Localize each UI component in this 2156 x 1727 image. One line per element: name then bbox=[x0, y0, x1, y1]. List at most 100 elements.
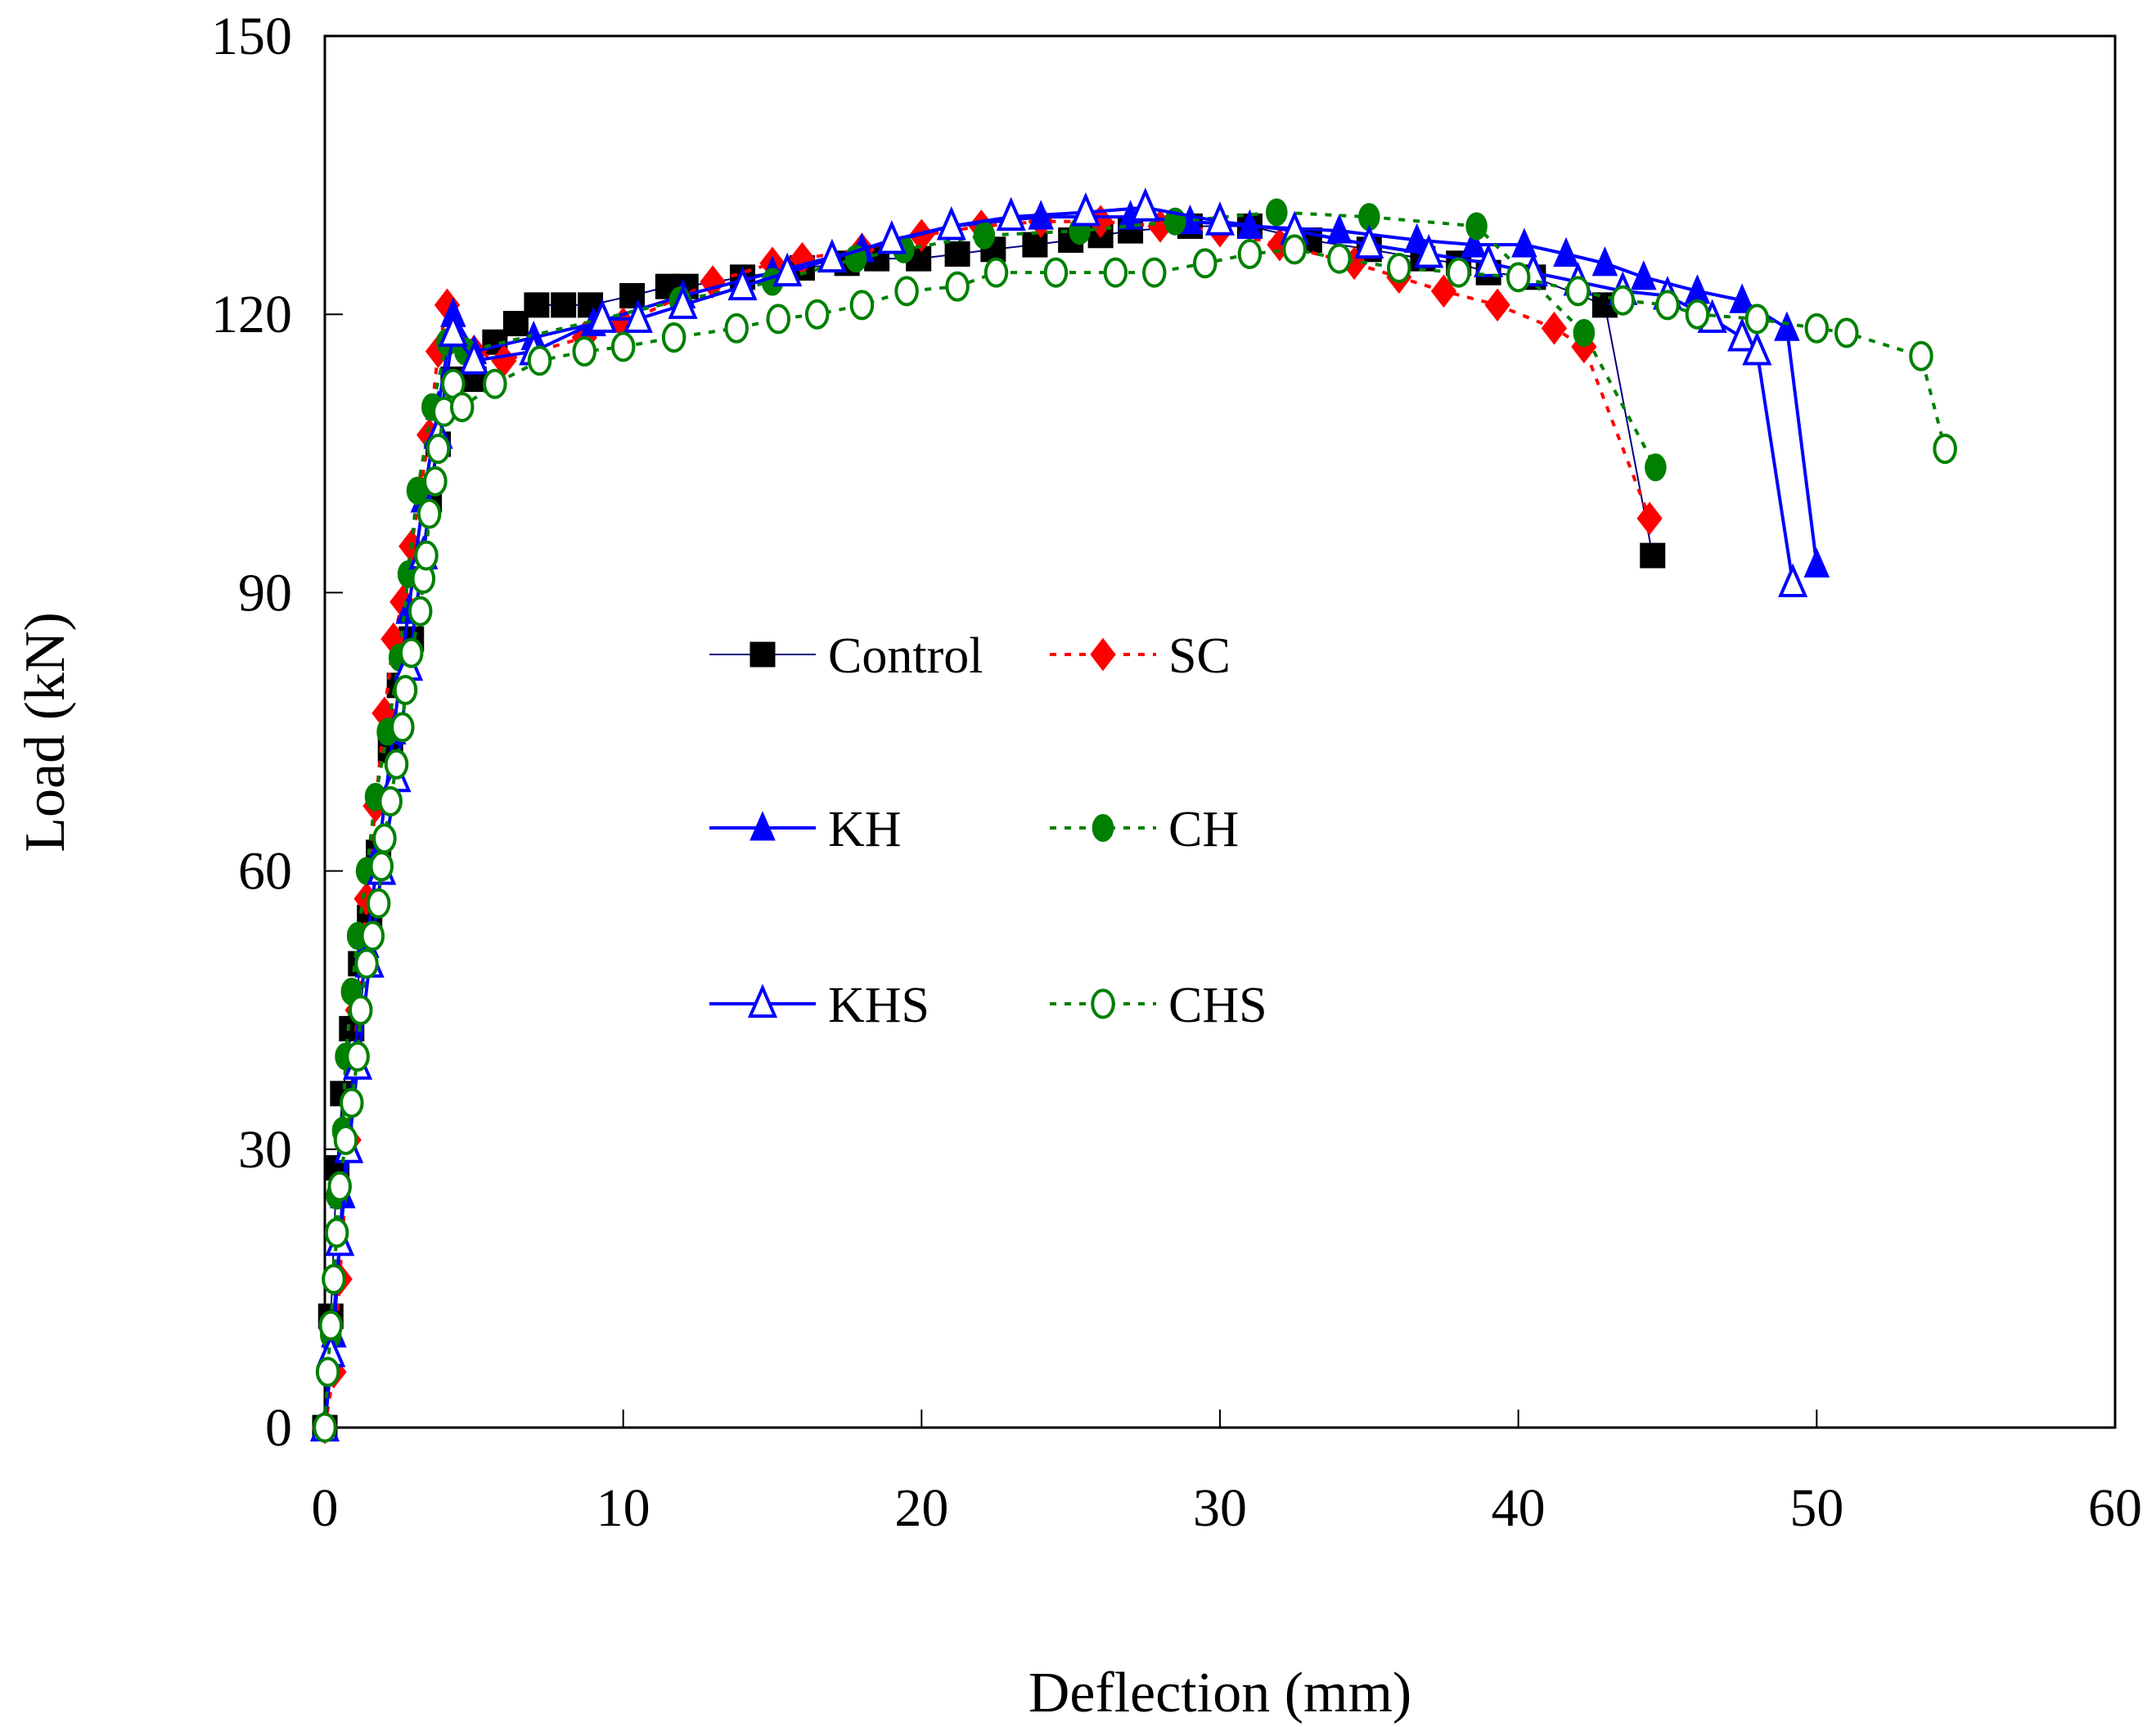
data-point bbox=[333, 1124, 358, 1155]
data-point bbox=[945, 271, 970, 302]
series-control bbox=[312, 213, 1666, 1441]
data-point bbox=[1387, 253, 1411, 283]
data-point bbox=[724, 313, 749, 344]
data-point bbox=[416, 498, 442, 529]
legend-marker bbox=[749, 811, 776, 841]
data-point bbox=[876, 219, 907, 254]
legend-item-chs: CHS bbox=[1050, 978, 1267, 1033]
data-point bbox=[1461, 227, 1487, 258]
data-point bbox=[349, 995, 373, 1026]
data-point bbox=[1685, 299, 1710, 330]
legend-label: CHS bbox=[1168, 978, 1267, 1033]
data-point bbox=[1834, 317, 1859, 349]
data-point bbox=[1506, 262, 1531, 293]
data-point bbox=[425, 434, 451, 465]
legend-marker bbox=[1091, 988, 1115, 1019]
data-point bbox=[894, 276, 919, 307]
series-line bbox=[323, 210, 1658, 1428]
x-tick-label: 30 bbox=[1193, 1478, 1247, 1538]
data-point bbox=[483, 368, 507, 399]
data-point bbox=[459, 340, 489, 375]
y-tick-label: 120 bbox=[211, 285, 292, 344]
data-point bbox=[384, 749, 409, 780]
data-point bbox=[315, 1356, 340, 1387]
legend-label: SC bbox=[1168, 628, 1231, 684]
data-point bbox=[313, 1412, 337, 1443]
data-point bbox=[1636, 501, 1663, 536]
data-point bbox=[1103, 257, 1128, 288]
series-line bbox=[324, 225, 1654, 1428]
x-tick-label: 60 bbox=[2088, 1478, 2142, 1538]
data-point bbox=[623, 299, 653, 333]
data-point bbox=[327, 1171, 352, 1202]
data-point bbox=[1729, 283, 1755, 313]
data-point bbox=[1465, 212, 1488, 241]
data-point bbox=[1591, 246, 1618, 277]
data-point bbox=[1727, 317, 1758, 352]
data-point bbox=[1266, 198, 1288, 227]
data-point bbox=[1474, 243, 1504, 277]
series-line bbox=[323, 247, 1947, 1428]
data-point bbox=[1511, 227, 1537, 258]
y-tick-label: 30 bbox=[238, 1120, 292, 1180]
legend-item-khs: KHS bbox=[709, 978, 929, 1033]
data-point bbox=[502, 311, 529, 337]
data-point bbox=[1354, 224, 1384, 259]
data-point bbox=[996, 196, 1026, 232]
x-tick-label: 0 bbox=[312, 1478, 339, 1538]
data-point bbox=[340, 1087, 364, 1118]
data-point bbox=[817, 238, 847, 273]
data-point bbox=[973, 221, 996, 250]
data-point bbox=[1640, 542, 1666, 569]
data-point bbox=[661, 322, 686, 353]
data-point bbox=[1414, 233, 1444, 268]
series-line bbox=[323, 219, 1651, 1428]
legend-item-kh: KH bbox=[709, 802, 902, 857]
data-point bbox=[1043, 257, 1069, 288]
data-point bbox=[1565, 276, 1591, 307]
data-point bbox=[1774, 311, 1800, 341]
data-point bbox=[1237, 238, 1263, 269]
legend-item-ch: CH bbox=[1050, 802, 1239, 857]
data-point bbox=[1326, 214, 1353, 244]
legend-label: KH bbox=[828, 802, 902, 857]
data-point bbox=[345, 1041, 370, 1072]
data-point bbox=[551, 292, 577, 318]
data-point bbox=[1484, 288, 1510, 322]
data-point bbox=[393, 674, 418, 705]
x-tick-label: 50 bbox=[1789, 1478, 1843, 1538]
legend-marker bbox=[747, 983, 778, 1018]
data-point bbox=[1645, 453, 1667, 482]
y-tick-label: 90 bbox=[238, 563, 292, 623]
data-point bbox=[414, 540, 439, 571]
series-khs bbox=[309, 187, 1808, 1441]
data-point bbox=[324, 1217, 349, 1248]
data-point bbox=[1744, 304, 1770, 335]
series-line bbox=[323, 205, 1795, 1428]
data-point bbox=[1804, 313, 1830, 344]
y-tick-label: 60 bbox=[238, 842, 292, 902]
data-point bbox=[572, 336, 597, 367]
data-point bbox=[1193, 248, 1218, 279]
y-tick-label: 0 bbox=[265, 1398, 292, 1458]
data-point bbox=[1909, 340, 1933, 371]
data-point bbox=[772, 252, 803, 287]
data-point bbox=[354, 948, 379, 979]
data-point bbox=[1282, 234, 1307, 265]
data-point bbox=[944, 241, 970, 267]
data-point bbox=[1022, 232, 1048, 258]
data-point bbox=[804, 299, 830, 330]
data-point bbox=[372, 823, 397, 854]
data-point bbox=[366, 888, 391, 919]
data-point bbox=[1130, 187, 1160, 222]
series-layer bbox=[309, 187, 1957, 1445]
data-point bbox=[449, 392, 475, 423]
series-sc bbox=[312, 205, 1663, 1445]
legend-marker bbox=[1090, 637, 1116, 672]
data-point bbox=[1553, 236, 1579, 267]
data-point bbox=[1610, 285, 1636, 316]
data-point bbox=[322, 1264, 346, 1295]
data-point bbox=[438, 313, 468, 347]
data-point bbox=[587, 299, 618, 333]
legend-label: CH bbox=[1168, 802, 1239, 857]
